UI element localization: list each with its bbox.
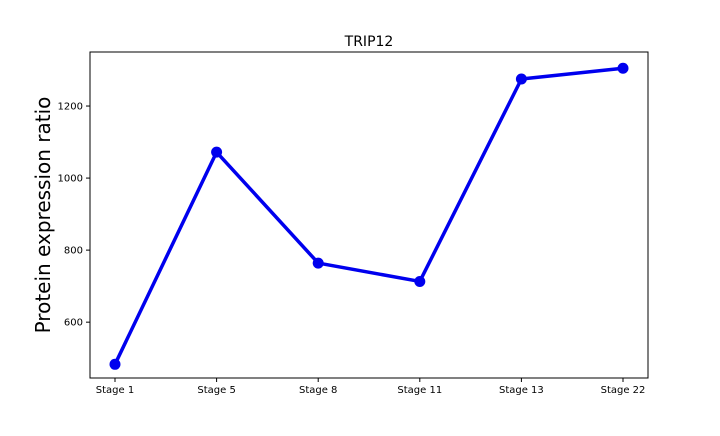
data-point — [211, 146, 223, 158]
y-tick-label: 1000 — [58, 174, 83, 185]
x-tick-label: Stage 8 — [299, 385, 337, 396]
plot-area-frame — [89, 51, 649, 379]
y-axis-label: Protein expression ratio — [31, 97, 55, 334]
x-axis-ticks: Stage 1 Stage 5 Stage 8 Stage 11 Stage 13 Sta… — [96, 378, 646, 396]
x-tick-label: Stage 1 — [96, 385, 134, 396]
y-axis-ticks: 600 800 1000 1200 — [58, 102, 90, 329]
data-point — [414, 275, 426, 287]
y-tick-label: 800 — [64, 246, 83, 257]
data-point — [617, 62, 629, 74]
data-point — [312, 257, 324, 269]
x-tick-label: Stage 5 — [197, 385, 235, 396]
y-tick-label: 600 — [64, 318, 83, 329]
series-line — [113, 66, 625, 367]
data-point — [515, 73, 527, 85]
series-layer — [109, 62, 629, 370]
data-point — [109, 358, 121, 370]
x-tick-label: Stage 11 — [397, 385, 442, 396]
x-tick-label: Stage 13 — [499, 385, 544, 396]
y-tick-label: 1200 — [58, 102, 83, 113]
x-tick-label: Stage 22 — [601, 385, 646, 396]
chart-title: TRIP12 — [344, 34, 394, 50]
